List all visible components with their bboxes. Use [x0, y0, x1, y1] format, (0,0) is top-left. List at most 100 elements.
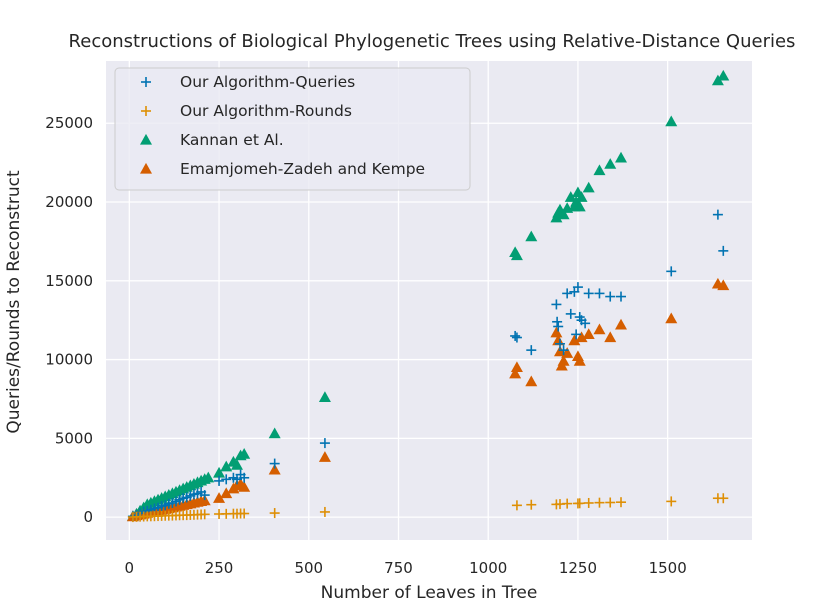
data-point	[717, 279, 730, 291]
y-axis-label: Queries/Rounds to Reconstruct	[4, 170, 24, 434]
legend-marker	[141, 106, 151, 116]
data-point	[268, 427, 281, 439]
data-point	[230, 459, 243, 470]
data-point	[510, 330, 521, 341]
data-point	[269, 508, 280, 519]
data-point	[238, 448, 251, 459]
y-tick-labels: 0 5000 10000 15000 20000 25000	[45, 114, 93, 526]
data-point	[573, 200, 586, 212]
data-point	[582, 328, 595, 339]
data-point	[552, 334, 565, 346]
data-point	[510, 249, 523, 261]
legend-marker	[141, 77, 151, 87]
data-point	[718, 493, 729, 504]
legend-label: Our Algorithm-Queries	[180, 73, 355, 91]
data-point	[319, 438, 330, 449]
data-point	[526, 345, 537, 356]
data-point	[557, 355, 570, 366]
data-point	[511, 500, 522, 511]
y-tick-label: 25000	[45, 114, 93, 132]
data-point	[558, 345, 569, 356]
legend-entry: Emamjomeh-Zadeh and Kempe	[140, 160, 425, 178]
y-tick-label: 10000	[45, 351, 93, 369]
data-point	[666, 266, 677, 277]
data-point	[605, 497, 616, 508]
data-point	[562, 288, 573, 299]
data-point	[568, 334, 581, 346]
chart-title: Reconstructions of Biological Phylogenet…	[69, 31, 796, 52]
data-point	[615, 318, 628, 330]
data-point	[604, 158, 617, 169]
data-point	[525, 230, 538, 242]
data-point	[616, 497, 627, 508]
data-point	[213, 492, 226, 503]
legend-marker	[140, 133, 152, 145]
data-point	[319, 506, 330, 517]
data-point	[666, 496, 677, 507]
data-point	[604, 331, 617, 343]
data-point	[214, 475, 225, 486]
data-point	[526, 499, 537, 510]
data-point	[199, 509, 210, 520]
data-point	[238, 481, 251, 492]
legend-entry: Our Algorithm-Queries	[141, 73, 355, 91]
series-1-points	[127, 493, 729, 523]
data-point	[575, 191, 588, 202]
y-tick-label: 15000	[45, 272, 93, 290]
data-point	[564, 191, 577, 202]
data-point	[268, 463, 281, 475]
data-point	[213, 466, 226, 478]
data-point	[509, 367, 522, 379]
x-axis-label: Number of Leaves in Tree	[321, 583, 538, 603]
data-point	[565, 308, 576, 319]
data-point	[571, 329, 582, 340]
data-point	[220, 460, 233, 472]
data-point	[665, 312, 678, 324]
data-point	[605, 291, 616, 302]
data-point	[574, 498, 585, 509]
legend-entry: Our Algorithm-Rounds	[141, 102, 352, 120]
x-tick-label: 1000	[469, 559, 507, 577]
data-point	[199, 490, 210, 501]
legend: Our Algorithm-Queries Our Algorithm-Round…	[114, 67, 471, 191]
data-point	[594, 288, 605, 299]
data-point	[202, 471, 215, 483]
data-point	[718, 245, 729, 256]
data-point	[562, 498, 573, 509]
data-point	[552, 316, 563, 327]
data-point	[717, 69, 730, 81]
data-point	[575, 331, 588, 343]
data-point	[583, 288, 594, 299]
legend-box	[114, 67, 471, 191]
y-tick-label: 20000	[45, 193, 93, 211]
data-points	[126, 69, 730, 523]
data-point	[593, 164, 606, 176]
legend-entry: Kannan et Al.	[140, 131, 284, 149]
data-point	[582, 181, 595, 193]
data-point	[712, 209, 723, 220]
data-point	[221, 474, 232, 485]
data-point	[665, 115, 678, 127]
data-point	[239, 508, 250, 519]
data-point	[550, 326, 563, 338]
data-point	[573, 355, 586, 366]
legend-label: Our Algorithm-Rounds	[180, 102, 352, 120]
data-point	[593, 323, 606, 335]
data-point	[583, 497, 594, 508]
data-point	[580, 318, 591, 329]
data-point	[557, 208, 570, 220]
data-point	[269, 458, 280, 469]
legend-marker	[140, 162, 152, 174]
data-point	[615, 151, 628, 163]
x-tick-label: 1500	[649, 559, 687, 577]
legend-label: Emamjomeh-Zadeh and Kempe	[180, 160, 425, 178]
data-point	[510, 361, 523, 373]
data-point	[511, 332, 522, 343]
data-point	[239, 472, 250, 483]
x-tick-label: 0	[125, 559, 135, 577]
data-point	[551, 299, 562, 310]
data-point	[553, 321, 564, 332]
x-tick-labels: 0 250 500 750 1000 1250 1500	[125, 559, 687, 577]
data-point	[616, 291, 627, 302]
